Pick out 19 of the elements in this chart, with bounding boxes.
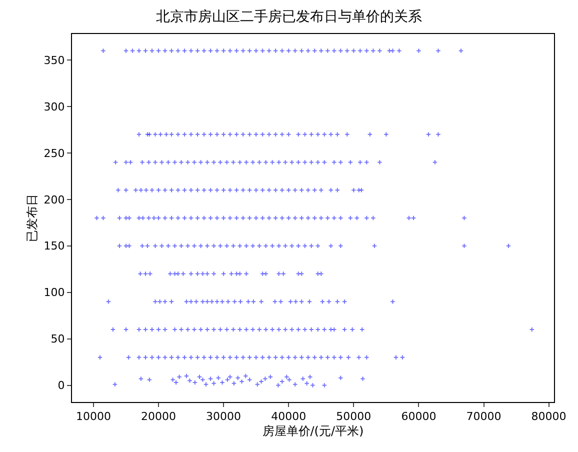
- x-tick-label: 40000: [271, 410, 306, 424]
- x-tick-label: 10000: [76, 410, 111, 424]
- x-axis-title: 房屋单价/(元/平米): [262, 424, 364, 438]
- x-tick-label: 20000: [141, 410, 176, 424]
- x-tick-label: 30000: [206, 410, 242, 424]
- y-tick-label: 250: [44, 146, 65, 160]
- y-axis-title: 已发布日: [25, 194, 40, 242]
- y-tick-label: 150: [44, 240, 65, 253]
- y-tick-label: 350: [44, 54, 65, 67]
- y-tick-label: 300: [44, 100, 65, 114]
- y-tick-label: 200: [44, 193, 65, 206]
- y-tick-label: 100: [44, 286, 65, 300]
- y-tick-label: 0: [58, 379, 65, 392]
- x-tick-label: 50000: [336, 410, 372, 424]
- chart-title: 北京市房山区二手房已发布日与单价的关系: [156, 9, 422, 26]
- y-tick-label: 50: [50, 332, 65, 346]
- x-tick-label: 80000: [531, 410, 566, 424]
- x-tick-label: 70000: [466, 410, 502, 424]
- x-tick-label: 60000: [401, 410, 436, 424]
